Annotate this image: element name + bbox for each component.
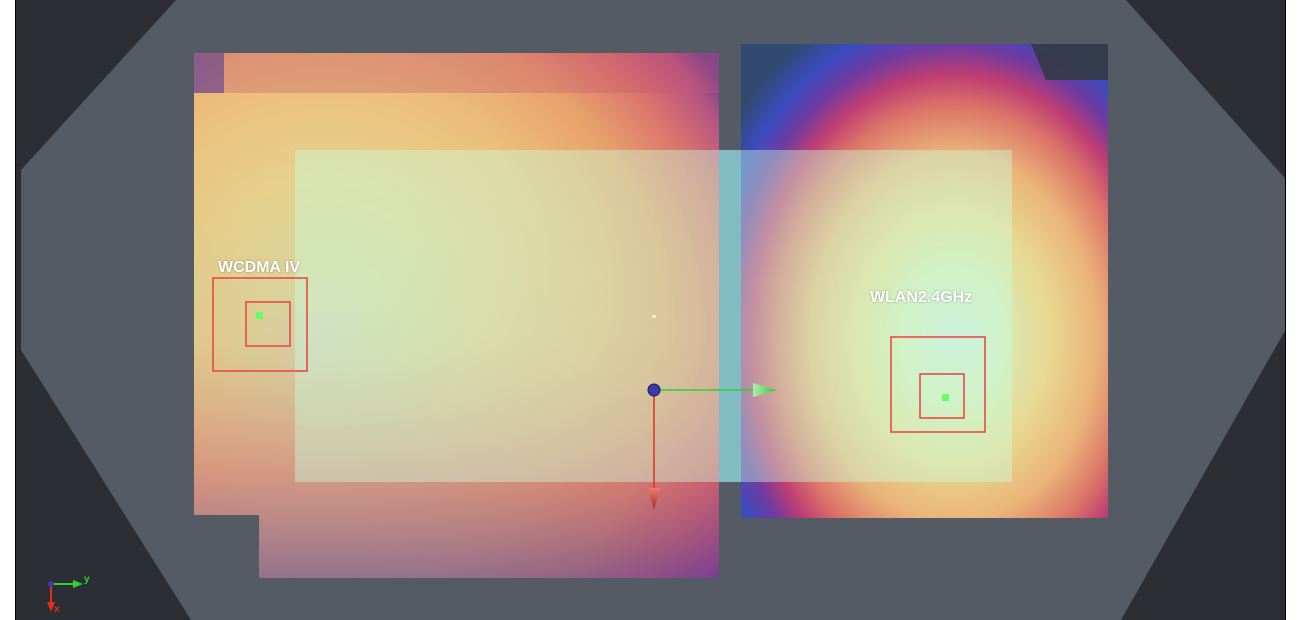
center-point <box>652 315 656 318</box>
antenna-wlan24[interactable] <box>890 336 986 433</box>
gizmo-origin[interactable] <box>647 383 661 397</box>
3d-translate-gizmo-icon[interactable] <box>647 383 777 510</box>
outer-search-box <box>212 277 308 372</box>
orientation-triad-icon <box>47 580 83 612</box>
y-axis-arrow[interactable] <box>753 383 777 397</box>
inner-search-box <box>919 373 965 419</box>
peak-marker <box>942 394 949 401</box>
x-axis-arrow[interactable] <box>648 488 660 510</box>
sar-heatmap-left <box>194 53 719 578</box>
viewport-frame: WCDMA IV WLAN2.4GHz y x <box>15 0 1286 620</box>
inner-search-box <box>245 301 291 347</box>
triad-y-label: y <box>84 574 90 585</box>
wlan24-label: WLAN2.4GHz <box>870 289 973 306</box>
triad-x-label: x <box>54 604 60 615</box>
overlay-gap-strip <box>719 150 741 482</box>
wcdma-iv-label: WCDMA IV <box>218 259 301 276</box>
antenna-wcdma-iv[interactable] <box>212 277 308 372</box>
sar-heatmap-right <box>741 44 1108 518</box>
3d-viewport[interactable] <box>15 0 1286 620</box>
peak-marker <box>256 312 263 319</box>
outer-search-box <box>890 336 986 433</box>
